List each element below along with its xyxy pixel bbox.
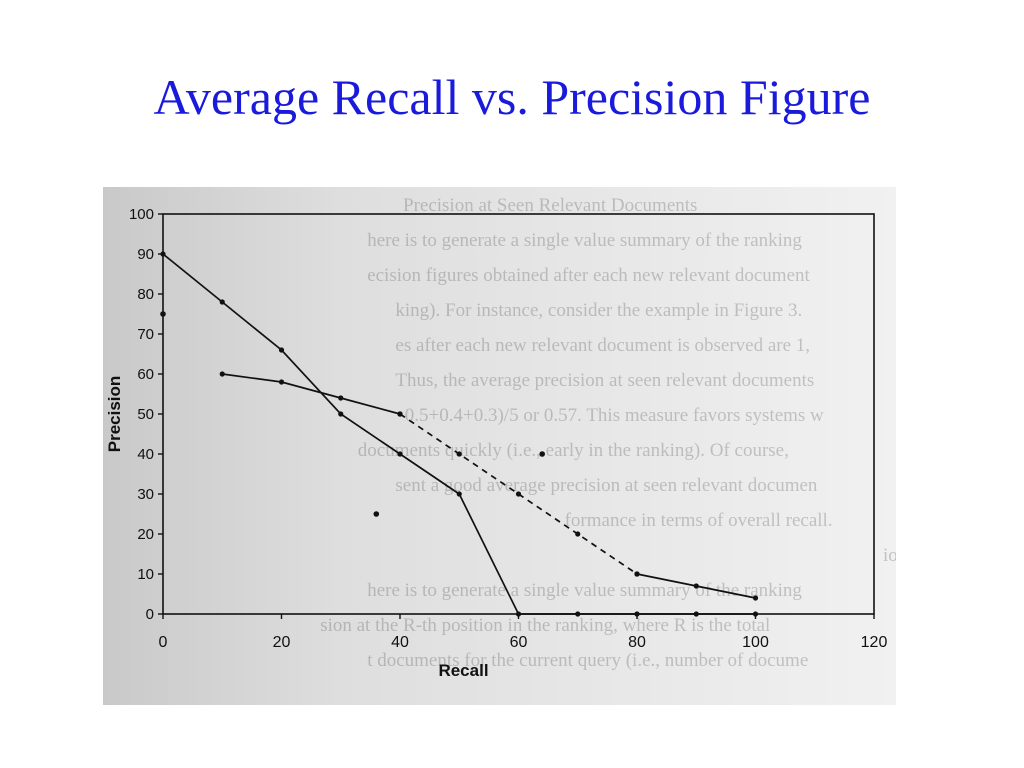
data-point (219, 371, 225, 377)
slide-title: Average Recall vs. Precision Figure (153, 69, 871, 125)
data-point (515, 491, 522, 497)
background-text-line: es after each new relevant document is o… (395, 335, 811, 356)
x-tick-label: 0 (159, 634, 168, 651)
data-point (634, 571, 640, 577)
background-text-line: sent a good average precision at seen re… (395, 475, 818, 496)
precision-recall-chart: 0 10 20 30 40 50 60 70 80 90 100 0 20 40 60 80 100 120 Rec… (105, 206, 888, 680)
data-point (456, 451, 462, 457)
background-text-line: t documents for the current query (i.e.,… (367, 650, 809, 671)
series-line-2 (399, 413, 638, 575)
y-tick-label: 10 (137, 566, 154, 583)
stray-point (160, 311, 166, 317)
y-tick-label: 30 (137, 486, 154, 503)
data-point (634, 611, 640, 617)
data-point (693, 583, 699, 589)
y-tick-label: 50 (137, 406, 154, 423)
data-point (693, 611, 699, 617)
x-tick-label: 100 (742, 634, 769, 651)
data-point (752, 595, 759, 601)
stray-point (539, 451, 545, 457)
data-point (278, 347, 285, 353)
series-line-0 (162, 253, 756, 615)
y-tick-label: 40 (137, 446, 154, 463)
x-tick-label: 20 (273, 634, 291, 651)
data-point (278, 379, 285, 385)
data-point (397, 451, 403, 457)
background-text-line: sion at the R-th position in the ranking… (320, 615, 771, 636)
background-text-line: ion (883, 545, 896, 566)
background-text-line: 0.5+0.4+0.3)/5 or 0.57. This measure fav… (404, 405, 824, 426)
data-point (338, 395, 344, 401)
background-text-line: king). For instance, consider the exampl… (395, 300, 803, 321)
data-point (575, 531, 581, 537)
series-line-1 (222, 373, 401, 415)
x-axis-label: Recall (438, 661, 488, 680)
y-tick-label: 90 (137, 246, 154, 263)
y-tick-label: 100 (129, 206, 154, 223)
data-point (160, 251, 166, 257)
background-text-line: Precision at Seen Relevant Documents (403, 195, 698, 216)
data-point (397, 411, 403, 417)
y-tick-label: 70 (137, 326, 154, 343)
x-tick-label: 60 (510, 634, 528, 651)
background-text-line: Thus, the average precision at seen rele… (395, 370, 815, 391)
x-tick-label: 120 (861, 634, 888, 651)
stray-point (373, 511, 380, 517)
background-text-line: documents quickly (i.e., early in the ra… (357, 440, 789, 461)
y-tick-label: 60 (137, 366, 154, 383)
x-tick-label: 80 (628, 634, 646, 651)
chart-figure: Precision at Seen Relevant Documents here… (103, 187, 896, 705)
data-point (219, 299, 225, 305)
data-point (515, 611, 522, 617)
background-text-line: ecision figures obtained after each new … (367, 265, 810, 286)
data-point (575, 611, 581, 617)
y-tick-label: 20 (137, 526, 154, 543)
data-point (338, 411, 344, 417)
y-tick-label: 0 (146, 606, 154, 623)
x-tick-label: 40 (391, 634, 409, 651)
plot-frame (162, 213, 875, 615)
y-tick-label: 80 (137, 286, 154, 303)
data-point (752, 611, 759, 617)
background-text-line: here is to generate a single value summa… (367, 230, 802, 251)
background-text-line: formance in terms of overall recall. (564, 510, 833, 531)
y-axis-label: Precision (105, 376, 124, 453)
data-point (456, 491, 462, 497)
